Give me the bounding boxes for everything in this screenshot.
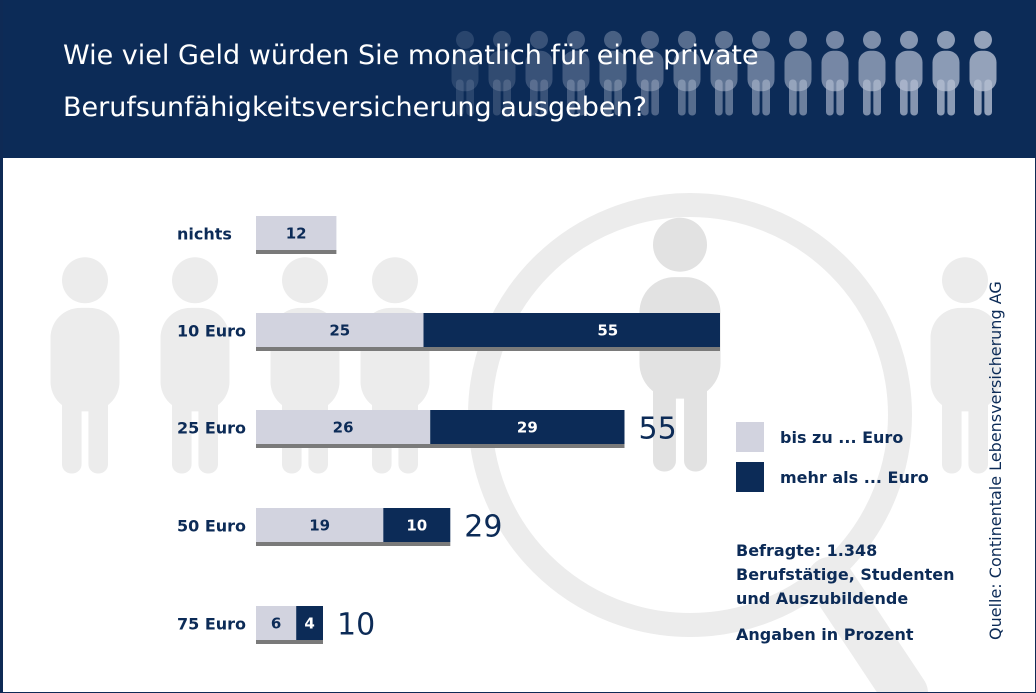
bar-underline [256, 347, 720, 351]
legend-swatch-light [736, 422, 764, 452]
legend-label-bis-zu: bis zu ... Euro [780, 427, 904, 447]
bar-value-label: 10 [406, 517, 427, 535]
header-person-icon [784, 30, 812, 116]
category-label: 50 Euro [177, 517, 246, 536]
bar-underline [256, 444, 625, 448]
bar-underline [256, 250, 337, 254]
bar-segment-mehr-als [383, 508, 451, 542]
bar-value-label: 26 [333, 419, 354, 437]
bar-value-label: 55 [597, 322, 618, 340]
header-person-icon [710, 30, 738, 116]
survey-note: Befragte: 1.348 Berufstätige, Studenten … [736, 539, 996, 647]
chart-title-line-2: Berufsunfähigkeitsversicherung ausgeben? [63, 92, 647, 123]
header-people-illustration [451, 30, 997, 116]
header-person-icon [895, 30, 923, 116]
header-person-icon [599, 30, 627, 116]
bar-segment-mehr-als [296, 606, 323, 640]
header-person-icon [451, 30, 479, 116]
note-unit: Angaben in Prozent [736, 625, 914, 644]
bar-underline [256, 640, 323, 644]
note-groups-2: und Auszubildende [736, 589, 909, 608]
bar-segment-mehr-als [430, 410, 625, 444]
chart-title: Wie viel Geld würden Sie monatlich für e… [63, 30, 783, 134]
chart-header: Wie viel Geld würden Sie monatlich für e… [0, 0, 1036, 158]
header-person-icon [821, 30, 849, 116]
bar-segment-bis-zu [256, 410, 431, 444]
bar-value-label: 29 [517, 419, 538, 437]
legend-item-mehr-als: mehr als ... Euro [736, 460, 976, 494]
background-person-icon [930, 257, 1000, 474]
bar-segment-bis-zu [256, 606, 297, 640]
chart-title-line-1: Wie viel Geld würden Sie monatlich für e… [63, 40, 759, 71]
header-person-icon [747, 30, 775, 116]
header-person-icon [969, 30, 997, 116]
bar-value-label: 4 [304, 615, 314, 633]
header-person-icon [636, 30, 664, 116]
category-label: 25 Euro [177, 419, 246, 438]
note-groups-1: Berufstätige, Studenten [736, 565, 955, 584]
note-respondents: Befragte: 1.348 [736, 541, 878, 560]
bar-segment-bis-zu [256, 313, 424, 347]
legend-label-mehr-als: mehr als ... Euro [780, 467, 929, 487]
bar-value-label: 25 [329, 322, 350, 340]
legend-swatch-dark [736, 462, 764, 492]
bar-total-label: 29 [464, 510, 502, 545]
header-person-icon [858, 30, 886, 116]
header-person-icon [673, 30, 701, 116]
bar-total-label: 55 [639, 412, 677, 447]
chart-legend: bis zu ... Euro mehr als ... Euro [736, 420, 976, 500]
bar-value-label: 19 [309, 517, 330, 535]
header-person-icon [525, 30, 553, 116]
category-label: 75 Euro [177, 615, 246, 634]
category-label: 10 Euro [177, 322, 246, 341]
category-label: nichts [177, 225, 232, 244]
legend-item-bis-zu: bis zu ... Euro [736, 420, 976, 454]
bar-value-label: 12 [286, 225, 307, 243]
header-person-icon [932, 30, 960, 116]
background-person-icon [160, 257, 230, 474]
background-person-icon [639, 217, 721, 472]
bar-segment-bis-zu [256, 216, 337, 250]
bar-underline [256, 542, 451, 546]
bar-total-label: 10 [337, 608, 375, 643]
header-person-icon [488, 30, 516, 116]
background-person-icon [50, 257, 120, 474]
bar-value-label: 6 [271, 615, 281, 633]
bar-segment-bis-zu [256, 508, 384, 542]
header-person-icon [562, 30, 590, 116]
bar-segment-mehr-als [423, 313, 720, 347]
magnifier-handle-icon [807, 557, 928, 693]
